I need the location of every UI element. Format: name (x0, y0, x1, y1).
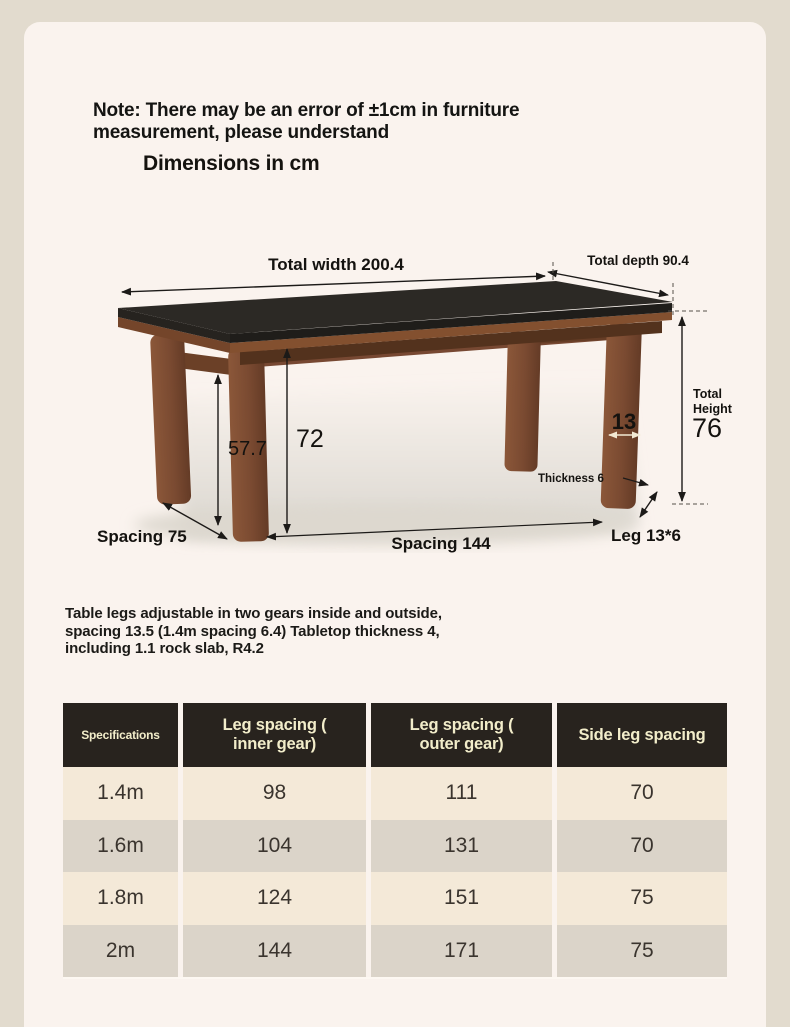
table-cell: 70 (552, 767, 727, 820)
front-spacing-label: Spacing 144 (391, 534, 491, 553)
table-cell: 171 (366, 924, 552, 977)
table-shadow (134, 377, 639, 545)
table-cell: 111 (366, 767, 552, 820)
dimension-lines (121, 262, 708, 541)
thickness-arrow (622, 477, 649, 487)
page-title: Dimensions in cm (143, 152, 320, 175)
inner-height-value: 72 (296, 425, 324, 453)
width-arrow (121, 272, 546, 296)
table-cell: 151 (366, 872, 552, 925)
total-depth-label: Total depth 90.4 (587, 253, 689, 268)
adjustability-note: Table legs adjustable in two gears insid… (65, 605, 442, 657)
side-spacing-arrow (162, 502, 228, 540)
table-leg-front-right (600, 323, 642, 509)
header-cell-inner-gear: Leg spacing ( inner gear) (178, 703, 366, 767)
leg-section-label: Leg 13*6 (611, 526, 681, 545)
measurement-error-note: Note: There may be an error of ±1cm in f… (93, 100, 520, 143)
leg-section-arrow (639, 491, 658, 518)
table-cell: 1.4m (63, 767, 178, 820)
table-cell: 70 (552, 819, 727, 872)
total-width-label: Total width 200.4 (268, 255, 404, 274)
table-cell: 75 (552, 872, 727, 925)
tabletop (118, 281, 673, 365)
side-spacing-label: Spacing 75 (97, 527, 187, 546)
header-cell-side-leg: Side leg spacing (552, 703, 727, 767)
under-rail-height-value: 57.7 (228, 438, 267, 460)
rim-front (230, 312, 672, 353)
thickness-label: Thickness 6 (538, 473, 604, 485)
table-cell: 124 (178, 872, 366, 925)
leg-spacing-table: Specifications Leg spacing ( inner gear)… (63, 703, 727, 979)
table-cell: 98 (178, 767, 366, 820)
total-height-word2: Height (693, 402, 733, 416)
slab-front-edge (230, 303, 672, 343)
table-dimension-diagram: Total width 200.4 Total depth 90.4 Total… (97, 253, 733, 553)
dimension-labels: Total width 200.4 Total depth 90.4 Total… (97, 253, 733, 553)
table-cell: 144 (178, 924, 366, 977)
table-cell: 104 (178, 819, 366, 872)
front-spacing-arrow (266, 518, 603, 541)
header-cell-outer-gear: Leg spacing ( outer gear) (366, 703, 552, 767)
header-cell-specifications: Specifications (63, 703, 178, 767)
product-info-card: Note: There may be an error of ±1cm in f… (24, 22, 766, 1027)
rim-left (118, 317, 230, 353)
table-cell: 75 (552, 924, 727, 977)
leg-width-value: 13 (612, 409, 636, 434)
table-cell: 2m (63, 924, 178, 977)
table-leg-front-left (150, 333, 192, 505)
apron (240, 321, 662, 365)
depth-arrow (547, 269, 669, 298)
slab-left-edge (118, 308, 230, 343)
guide-dashes (552, 262, 708, 505)
table-cell: 1.8m (63, 872, 178, 925)
table-cell: 131 (366, 819, 552, 872)
total-height-value: 76 (692, 413, 722, 443)
table-leg-back-right (504, 331, 541, 472)
table-leg-inner-left (228, 348, 269, 542)
table-cell: 1.6m (63, 819, 178, 872)
total-height-word1: Total (693, 387, 722, 401)
